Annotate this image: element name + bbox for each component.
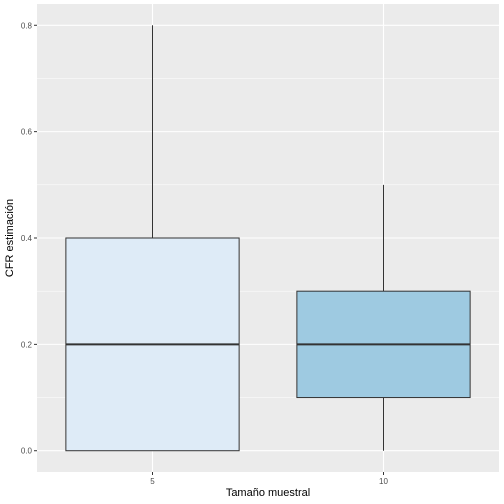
y-tick-label: 0.8 (21, 21, 33, 30)
box-10 (296, 184, 471, 451)
y-axis-ticks: 0.0 0.2 0.4 0.6 0.8 (21, 21, 37, 456)
y-axis-title: CFR estimación (4, 199, 16, 277)
x-tick-label: 5 (150, 477, 155, 486)
y-tick-label: 0.2 (21, 340, 33, 349)
y-tick-label: 0.4 (21, 234, 33, 243)
boxes (65, 25, 471, 452)
y-tick-label: 0.6 (21, 128, 33, 137)
y-tick-label: 0.0 (21, 447, 33, 456)
box-5 (65, 25, 240, 452)
x-axis-ticks: 5 10 (150, 472, 388, 486)
x-tick-label: 10 (379, 477, 388, 486)
x-axis-title: Tamaño muestral (226, 487, 310, 499)
